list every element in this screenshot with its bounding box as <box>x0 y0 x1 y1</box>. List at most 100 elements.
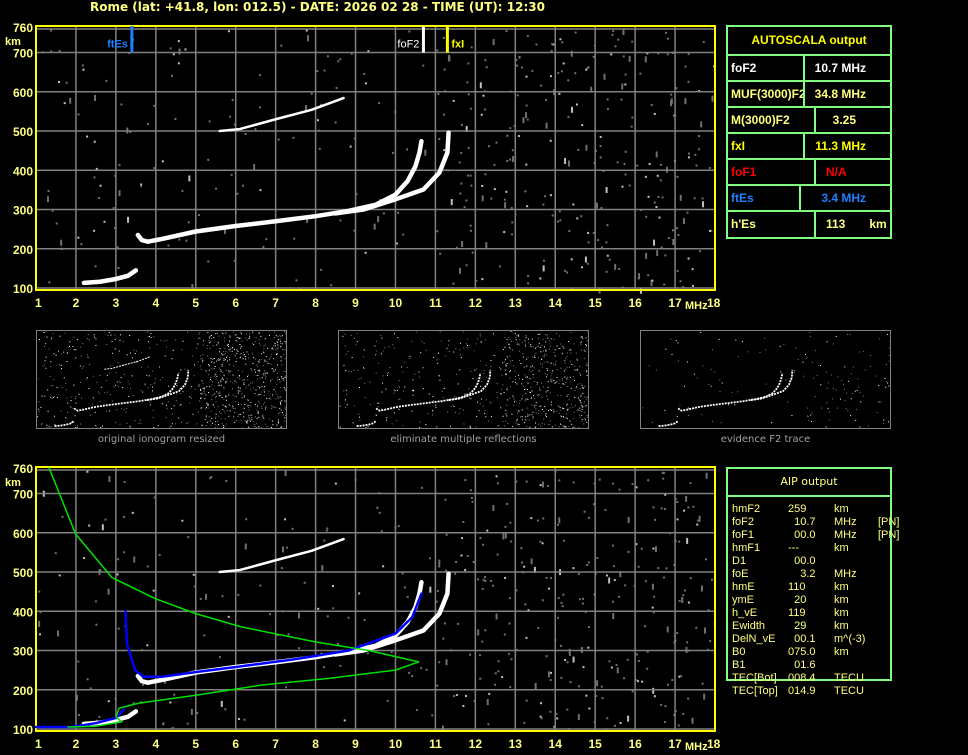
noise-dot <box>174 118 177 121</box>
thumbnail-noise-dot <box>213 404 215 406</box>
thumbnail-noise-dot <box>346 393 348 395</box>
noise-dot <box>238 718 241 721</box>
thumbnail-noise-dot <box>386 375 388 377</box>
ionogram-header: Rome (lat: +41.8, lon: 012.5) - DATE: 20… <box>90 0 545 14</box>
thumbnail-noise-dot <box>225 396 227 398</box>
thumbnail-noise-dot <box>267 347 269 349</box>
thumbnail-noise-dot <box>508 347 510 349</box>
thumbnail-noise-dot <box>583 349 585 351</box>
thumbnail-noise-dot <box>553 363 555 365</box>
thumbnail-noise-dot <box>841 379 843 381</box>
thumbnail-noise-dot <box>82 343 84 345</box>
thumbnail-noise-dot <box>279 379 281 381</box>
noise-dot <box>208 120 211 123</box>
thumbnail-noise-dot <box>566 395 568 397</box>
thumbnail-noise-dot <box>696 377 698 379</box>
thumbnail-noise-dot <box>560 394 562 396</box>
thumbnail-noise-dot <box>375 413 377 415</box>
noise-dot <box>656 174 659 177</box>
noise-dot <box>650 280 653 287</box>
noise-dot <box>657 195 660 198</box>
aip-row: foF2 10.7 MHz [PN] <box>732 516 899 529</box>
thumbnail-noise-dot <box>264 373 266 375</box>
thumbnail-noise-dot <box>279 412 281 414</box>
noise-dot <box>506 134 509 137</box>
noise-dot <box>679 194 682 201</box>
aip-row: B1 01.6 <box>732 659 899 672</box>
thumbnail-noise-dot <box>187 422 189 424</box>
thumbnail-noise-dot <box>409 355 411 357</box>
noise-dot <box>592 503 595 506</box>
thumbnail-noise-dot <box>516 335 518 337</box>
noise-dot <box>455 694 458 697</box>
thumbnail-noise-dot <box>427 413 429 415</box>
noise-dot <box>568 653 571 656</box>
thumbnail-noise-dot <box>586 421 588 423</box>
thumbnail-trace <box>146 369 190 401</box>
noise-dot <box>577 685 580 688</box>
thumbnail-noise-dot <box>402 390 404 392</box>
noise-dot <box>210 476 213 479</box>
thumbnail-noise-dot <box>546 373 548 375</box>
thumbnail-noise-dot <box>560 423 562 425</box>
thumbnail-noise-dot <box>543 418 545 420</box>
thumbnail-noise-dot <box>50 338 52 340</box>
thumbnail-noise-dot <box>547 381 549 383</box>
thumbnail-noise-dot <box>579 374 581 376</box>
thumbnail-noise-dot <box>480 341 482 343</box>
noise-dot <box>316 119 319 122</box>
thumbnail-noise-dot <box>221 332 223 334</box>
thumbnail-noise-dot <box>215 374 217 376</box>
thumbnail-noise-dot <box>573 417 575 419</box>
thumbnail-noise-dot <box>263 365 265 367</box>
thumbnail-noise-dot <box>572 376 574 378</box>
thumbnail-noise-dot <box>759 351 761 353</box>
noise-dot <box>435 600 438 603</box>
aip-profile-plot: 1 2 3 4 5 6 7 8 9 10 11 12 13 14 15 16 17 18MHz1002003004… <box>5 462 721 753</box>
thumbnail-noise-dot <box>828 411 830 413</box>
noise-dot <box>86 470 89 473</box>
noise-dot <box>676 175 679 178</box>
thumbnail-noise-dot <box>528 414 530 416</box>
thumbnail-noise-dot <box>182 391 184 393</box>
thumbnail-noise-dot <box>785 379 787 381</box>
thumbnail-noise-dot <box>226 360 228 362</box>
noise-dot <box>104 518 107 521</box>
thumbnail-noise-dot <box>211 395 213 397</box>
thumbnail-noise-dot <box>835 389 837 391</box>
thumbnail-noise-dot <box>75 402 77 404</box>
thumbnail-noise-dot <box>515 381 517 383</box>
noise-dot <box>77 236 80 239</box>
thumbnail-noise-dot <box>519 402 521 404</box>
noise-dot <box>568 648 571 655</box>
thumbnail-noise-dot <box>180 369 182 371</box>
noise-dot <box>572 656 575 663</box>
thumbnail-noise-dot <box>275 406 277 408</box>
noise-dot <box>553 725 556 728</box>
noise-dot <box>326 55 329 58</box>
thumbnail-noise-dot <box>463 347 465 349</box>
thumbnail-noise-dot <box>765 383 767 385</box>
thumbnail-noise-dot <box>569 360 571 362</box>
thumbnail-noise-dot <box>581 384 583 386</box>
thumbnail-noise-dot <box>438 352 440 354</box>
noise-dot <box>527 282 530 285</box>
noise-dot <box>561 41 564 44</box>
y-tick-label: 700 <box>13 488 33 502</box>
thumbnail-noise-dot <box>524 343 526 345</box>
thumbnail-noise-dot <box>827 382 829 384</box>
thumbnail-noise-dot <box>448 399 450 401</box>
x-tick-label: 3 <box>113 296 120 310</box>
noise-dot <box>624 584 627 587</box>
thumbnail-noise-dot <box>504 369 506 371</box>
noise-dot <box>428 557 431 560</box>
thumbnail-noise-dot <box>505 364 507 366</box>
thumbnail-noise-dot <box>435 406 437 408</box>
thumbnail-noise-dot <box>209 420 211 422</box>
thumbnail-noise-dot <box>274 343 276 345</box>
thumbnail-noise-dot <box>217 359 219 361</box>
aip-value: 259 <box>788 503 807 515</box>
thumbnail-noise-dot <box>545 391 547 393</box>
x-tick-label: 10 <box>389 296 403 310</box>
noise-dot <box>599 144 602 147</box>
